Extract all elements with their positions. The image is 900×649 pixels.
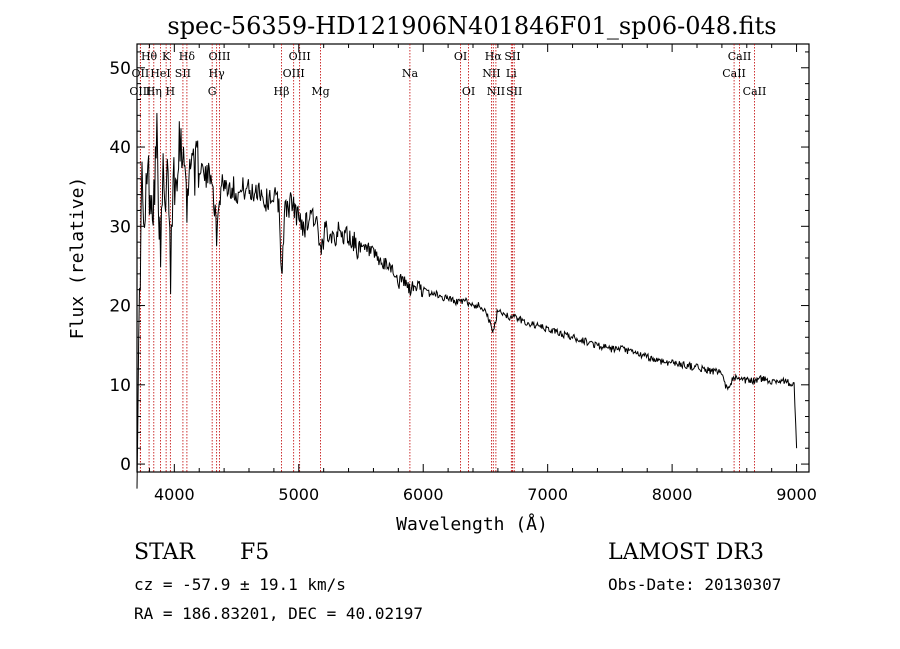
line-label-10: Hγ [209, 67, 226, 80]
redshift-cz: cz = -57.9 ± 19.1 km/s [134, 575, 346, 594]
line-label-20: SII [504, 50, 520, 63]
x-tick-label-4: 8000 [652, 485, 693, 504]
line-label-1: OII [132, 67, 150, 80]
x-tick-label-1: 5000 [278, 485, 319, 504]
line-label-17: OI [454, 50, 467, 63]
line-label-24: SII [506, 85, 522, 98]
y-axis-ticks: 0 10 20 30 40 50 [109, 51, 809, 475]
line-label-6: H [166, 85, 176, 98]
x-axis-label: Wavelength (Å) [396, 513, 548, 535]
line-label-5: K [162, 50, 171, 63]
y-tick-label-1: 10 [109, 376, 131, 396]
line-label-23: NII [487, 85, 505, 98]
line-label-27: CaII [743, 85, 767, 98]
y-axis-label: Flux (relative) [67, 177, 88, 340]
y-tick-label-2: 20 [109, 297, 131, 317]
line-label-21: NII [482, 67, 500, 80]
line-label-19: Hα [485, 50, 503, 63]
line-label-7: SII [175, 67, 191, 80]
observation-date: Obs-Date: 20130307 [608, 575, 782, 594]
line-label-16: Na [402, 67, 419, 80]
x-axis-ticks: 4000 5000 6000 7000 8000 9000 [148, 44, 817, 504]
ra-dec-coordinates: RA = 186.83201, DEC = 40.02197 [134, 604, 423, 623]
chart-title: spec-56359-HD121906N401846F01_sp06-048.f… [167, 12, 776, 40]
line-label-22: Li [506, 67, 517, 80]
line-label-25: CaII [728, 50, 752, 63]
spectral-line-markers [139, 44, 755, 472]
line-label-2: OIII [129, 85, 151, 98]
x-tick-label-3: 7000 [527, 485, 568, 504]
x-tick-label-5: 9000 [776, 485, 817, 504]
object-class: STAR [134, 540, 195, 565]
object-subclass: F5 [240, 540, 270, 565]
line-label-9: OIII [208, 50, 230, 63]
line-label-0: Hθ [141, 50, 158, 63]
y-tick-label-3: 30 [109, 217, 131, 237]
line-label-26: CaII [722, 67, 746, 80]
line-label-15: Mg [311, 85, 329, 98]
line-label-13: OIII [289, 50, 311, 63]
line-label-14: OIII [283, 67, 305, 80]
y-tick-label-0: 0 [120, 455, 131, 475]
x-tick-label-2: 6000 [403, 485, 444, 504]
y-tick-label-5: 50 [109, 59, 131, 79]
spectral-line-labels: Hθ OII OIII HeI Hη K H SII Hδ OIII Hγ G Hβ OIII OIII Mg… [129, 50, 766, 98]
survey-name: LAMOST DR3 [608, 540, 764, 565]
line-label-8: Hδ [179, 50, 196, 63]
line-label-3: HeI [150, 67, 170, 80]
y-tick-label-4: 40 [109, 138, 131, 158]
line-label-4: Hη [146, 85, 162, 98]
line-label-12: Hβ [274, 85, 290, 98]
line-label-18: OI [462, 85, 475, 98]
spectrum-line [136, 112, 798, 489]
x-tick-label-0: 4000 [154, 485, 195, 504]
plot-frame [136, 43, 810, 473]
line-label-11: G [208, 85, 217, 98]
